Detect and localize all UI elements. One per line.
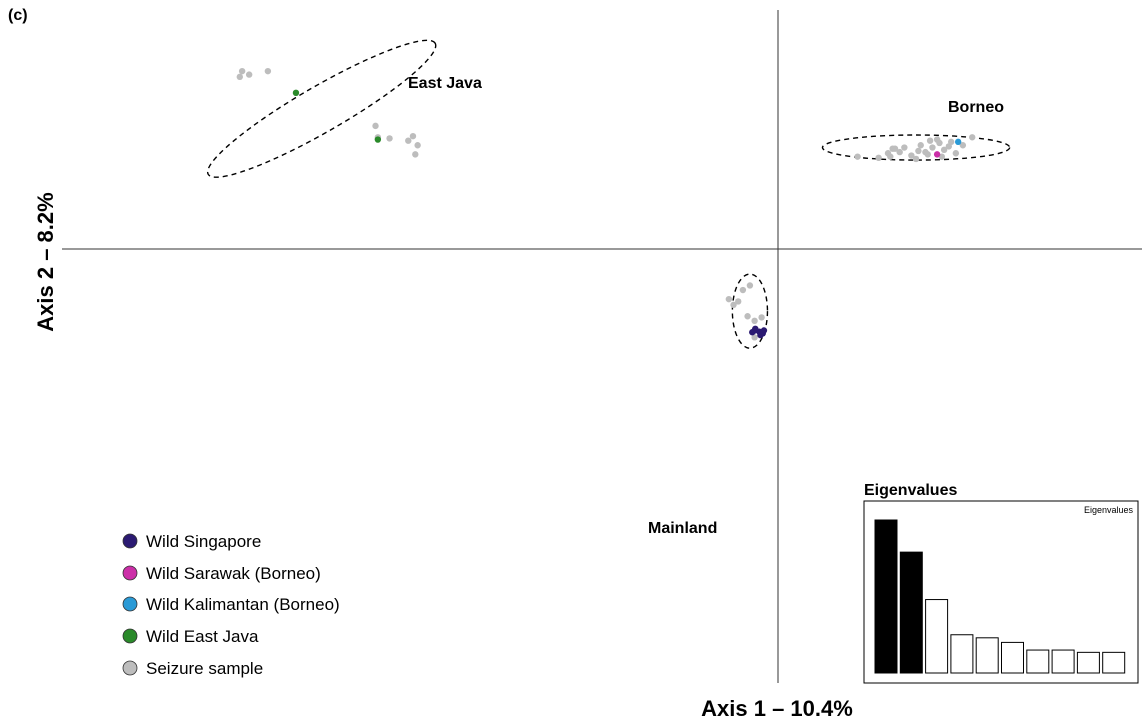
eigenvalue-bar [1051, 649, 1075, 674]
point-seizure-sample [751, 334, 758, 341]
point-seizure-sample [896, 148, 903, 156]
eigenvalue-bar [1001, 641, 1024, 674]
eigenvalue-bars [874, 519, 1126, 674]
point-seizure-sample [412, 151, 419, 158]
legend-swatch [122, 628, 138, 644]
eigenvalues-inner-label: Eigenvalues [1084, 505, 1134, 515]
legend-label: Seizure sample [146, 659, 263, 678]
point-seizure-sample [889, 145, 896, 152]
point-wild-east-java [374, 136, 382, 143]
legend-label: Wild Kalimantan (Borneo) [146, 595, 340, 614]
legend-item-wild-sarawak: Wild Sarawak (Borneo) [122, 564, 321, 583]
group-label-borneo: Borneo [948, 99, 1004, 116]
legend: Wild Singapore Wild Sarawak (Borneo) Wil… [122, 532, 340, 678]
legend-label: Wild Singapore [146, 532, 261, 551]
point-seizure-sample [926, 137, 934, 144]
point-seizure-sample [854, 153, 861, 160]
eigenvalue-bar [1076, 651, 1100, 674]
point-seizure-sample [959, 142, 967, 149]
data-points [236, 67, 976, 341]
point-seizure-sample [264, 67, 272, 75]
point-seizure-sample [758, 314, 765, 321]
point-wild-kalimantan-borneo [954, 138, 962, 146]
point-seizure-sample [940, 146, 948, 154]
point-seizure-sample [730, 301, 737, 309]
y-axis-title: Axis 2 – 8.2% [33, 192, 58, 331]
legend-label: Wild East Java [146, 627, 259, 646]
point-seizure-sample [933, 136, 941, 143]
point-seizure-sample [245, 71, 253, 78]
point-seizure-sample [744, 313, 751, 320]
group-ellipse-east-java [206, 39, 437, 178]
eigenvalue-bar [975, 637, 999, 674]
eigenvalue-bar [899, 551, 923, 674]
point-wild-singapore [757, 331, 764, 339]
group-ellipses [206, 39, 1011, 349]
point-seizure-sample [414, 142, 421, 149]
point-seizure-sample [409, 132, 417, 140]
group-label-east-java: East Java [408, 75, 482, 92]
legend-swatch [122, 565, 138, 581]
point-wild-east-java [292, 89, 300, 97]
eigenvalues-title: Eigenvalues [864, 482, 957, 499]
point-seizure-sample [929, 144, 936, 151]
point-seizure-sample [236, 73, 243, 81]
point-seizure-sample [725, 295, 733, 303]
group-label-mainland: Mainland [648, 520, 717, 537]
eigenvalue-bar [1102, 651, 1126, 674]
legend-swatch [122, 660, 138, 676]
eigenvalue-bar [874, 519, 898, 674]
point-seizure-sample [386, 135, 393, 142]
point-seizure-sample [735, 298, 742, 305]
point-seizure-sample [908, 152, 915, 159]
point-seizure-sample [912, 155, 920, 163]
legend-item-seizure-sample: Seizure sample [122, 659, 263, 678]
point-seizure-sample [917, 142, 924, 149]
eigenvalue-bar [925, 599, 949, 674]
point-seizure-sample [875, 154, 882, 161]
point-seizure-sample [901, 144, 908, 151]
point-seizure-sample [915, 147, 922, 155]
point-seizure-sample [969, 134, 976, 141]
group-ellipse-borneo [821, 134, 1011, 161]
point-wild-sarawak-borneo [933, 151, 941, 158]
point-seizure-sample [739, 286, 747, 294]
point-seizure-sample [887, 153, 894, 160]
panel-label: (c) [8, 7, 28, 24]
point-seizure-sample [238, 67, 246, 75]
point-seizure-sample [372, 122, 379, 130]
point-wild-singapore [749, 329, 756, 336]
point-seizure-sample [405, 137, 412, 144]
point-seizure-sample [746, 282, 754, 289]
eigenvalue-bar [950, 634, 974, 674]
point-seizure-sample [947, 138, 955, 146]
eigenvalues-inset: Eigenvalues Eigenvalues [863, 482, 1139, 684]
legend-item-wild-singapore: Wild Singapore [122, 532, 261, 551]
legend-label: Wild Sarawak (Borneo) [146, 564, 321, 583]
point-seizure-sample [924, 151, 931, 158]
legend-swatch [122, 533, 138, 549]
eigenvalue-bar [1026, 649, 1050, 674]
point-seizure-sample [751, 317, 758, 325]
group-ellipse-mainland [731, 273, 769, 349]
point-seizure-sample [952, 150, 960, 157]
legend-swatch [122, 596, 138, 612]
legend-item-wild-kalimantan: Wild Kalimantan (Borneo) [122, 595, 340, 614]
x-axis-title: Axis 1 – 10.4% [701, 696, 853, 721]
legend-item-wild-east-java: Wild East Java [122, 627, 259, 646]
